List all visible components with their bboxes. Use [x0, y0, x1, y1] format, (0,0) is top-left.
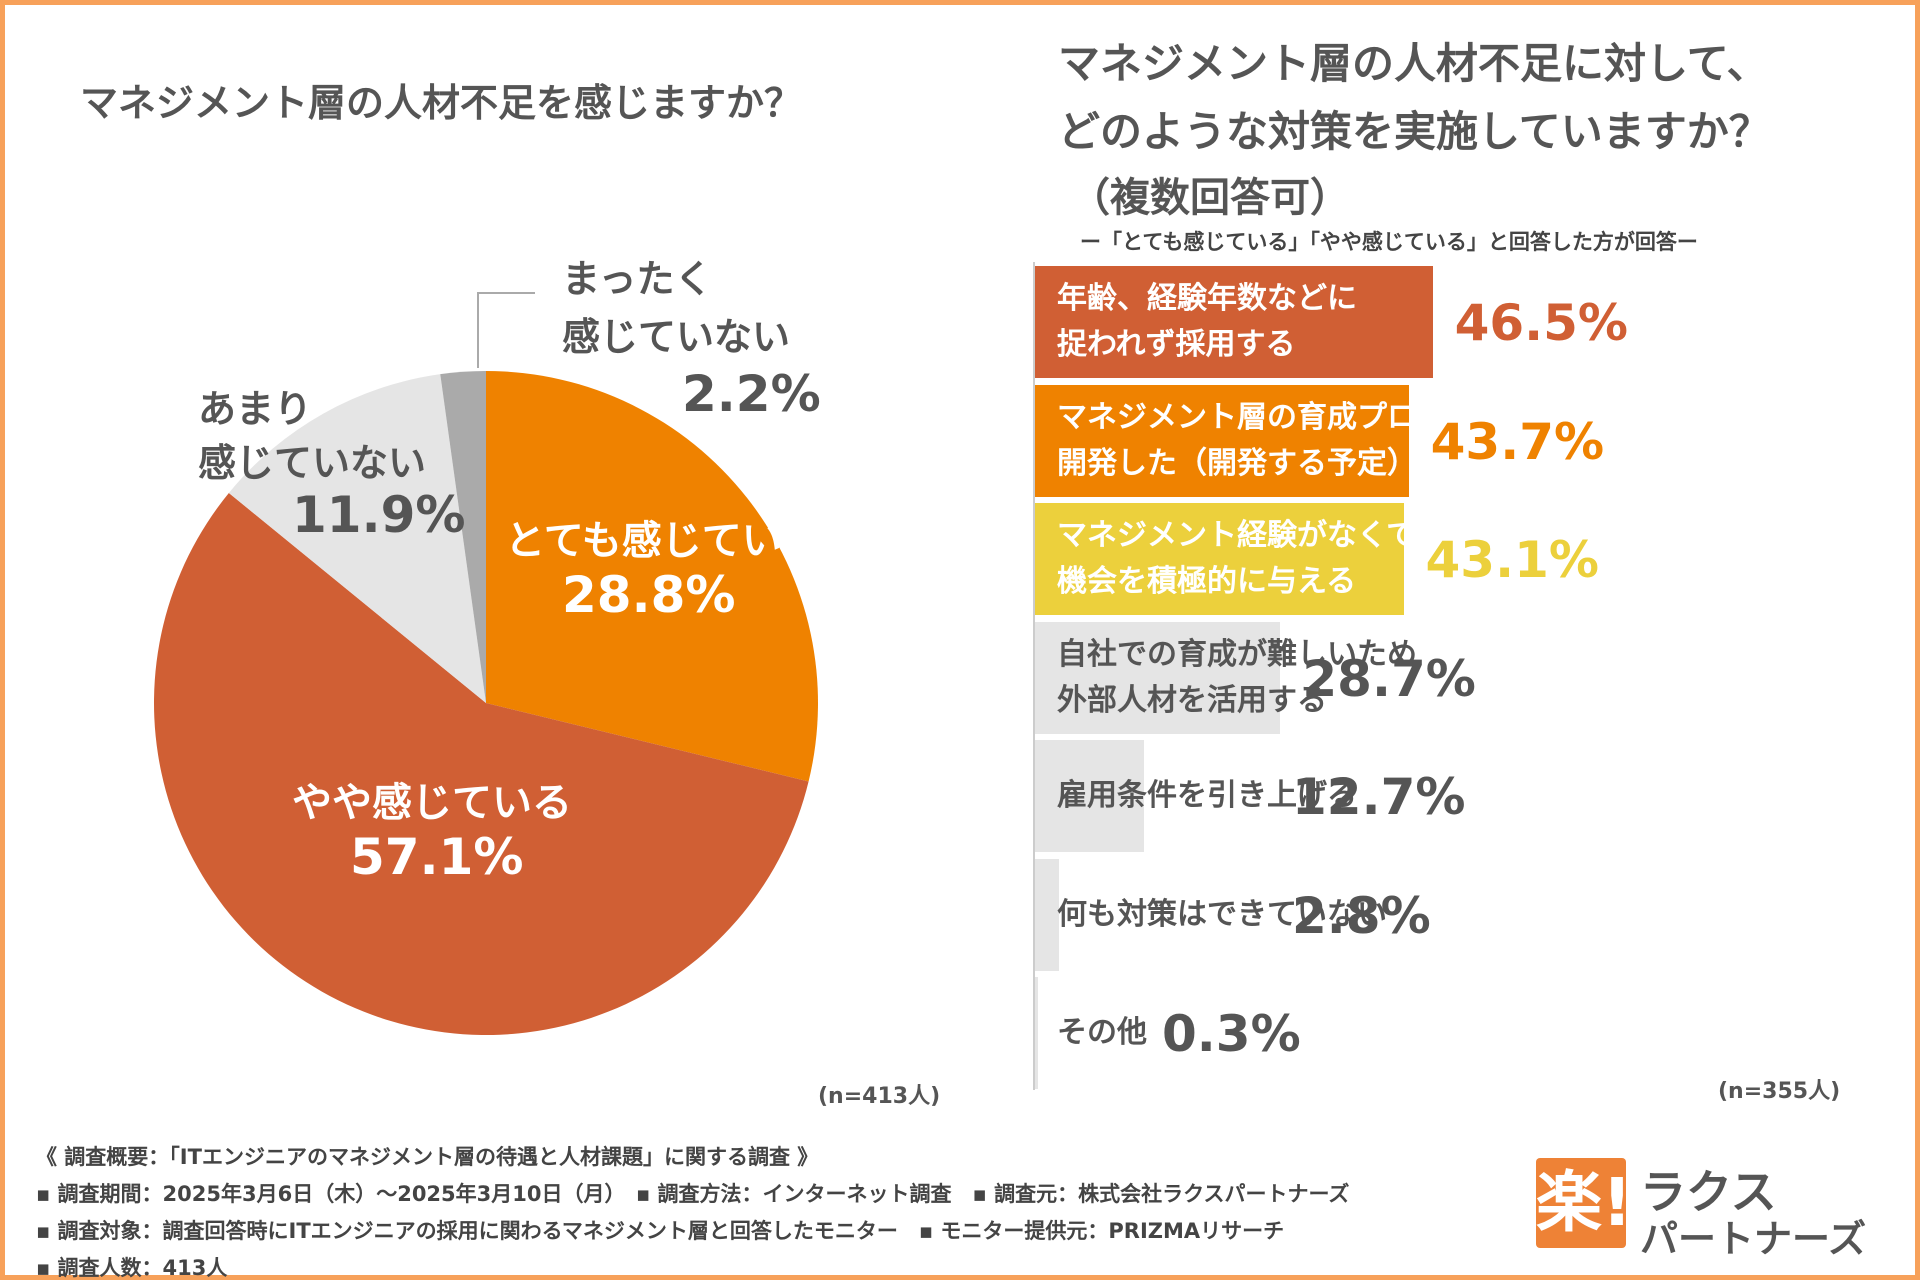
bar-axis: [1033, 262, 1035, 1090]
pie-value-not-at-all: 2.2%: [682, 365, 821, 423]
bar-2: [1035, 384, 1409, 497]
footer-survey-period: ▪ 調査期間：2025年3月6日（木）〜2025年3月10日（月） ▪ 調査方法…: [36, 1182, 1350, 1206]
bar-title-line2: どのような対策を実施していますか？: [1058, 107, 1771, 156]
bar-label-6: 何も対策はできていない: [1057, 896, 1387, 932]
bar-sample-size: (n=355人): [1718, 1079, 1841, 1104]
pie-label-not-at-all-1: まったく: [562, 257, 713, 301]
bar-subtitle: ー「とても感じている」「やや感じている」と回答した方が回答ー: [1080, 230, 1698, 254]
pie-sample-size: (n=413人): [818, 1084, 941, 1109]
bar-6: [1035, 858, 1059, 971]
footer-survey-count: ▪ 調査人数：413人: [36, 1256, 228, 1280]
pie-label-not-at-all-2: 感じていない: [562, 315, 791, 359]
bar-label-4: 自社での育成が難しいため 外部人材を活用する: [1057, 636, 1417, 718]
pie-value-somewhat: 57.1%: [350, 828, 524, 886]
bar-label-5: 雇用条件を引き上げる: [1057, 778, 1357, 813]
pie-value-not-much: 11.9%: [292, 486, 466, 544]
pie-slice-not-much: [228, 374, 487, 703]
logo-mark: 楽!: [1536, 1158, 1632, 1248]
bar-value-3: 43.1%: [1425, 531, 1599, 589]
pie-leader-line: [477, 292, 535, 368]
bar-title-line1: マネジメント層の人材不足に対して、: [1058, 39, 1769, 88]
bar-5: [1035, 740, 1144, 852]
pie-slice-very: [486, 371, 818, 782]
bar-value-5: 12.7%: [1292, 768, 1466, 826]
pie-value-very: 28.8%: [562, 566, 736, 624]
bar-title-line3: （複数回答可）: [1070, 175, 1350, 221]
bar-value-7: 0.3%: [1162, 1005, 1301, 1063]
pie-label-somewhat: やや感じている: [292, 780, 572, 826]
bar-value-1: 46.5%: [1454, 294, 1629, 352]
bar-label-7: その他: [1057, 1015, 1147, 1050]
pie-title: マネジメント層の人材不足を感じますか？: [80, 81, 803, 125]
pie-label-not-much-2: 感じていない: [198, 441, 427, 485]
bar-label-2: マネジメント層の育成プログラムを 開発した（開発する予定）: [1057, 399, 1537, 481]
pie-label-very: とても感じている: [505, 518, 822, 564]
bar-value-2: 43.7%: [1430, 412, 1605, 471]
pie-label-not-much-1: あまり: [198, 387, 313, 431]
bar-label-1: 年齢、経験年数などに 捉われず採用する: [1057, 281, 1357, 362]
pie-slice-not-at-all: [440, 371, 486, 703]
bar-label-3: マネジメント経験がなくても、 機会を積極的に与える: [1057, 518, 1474, 599]
footer-survey-title: 《 調査概要：「ITエンジニアのマネジメント層の待遇と人材課題」に関する調査 》: [36, 1145, 819, 1169]
bar-4: [1035, 621, 1281, 734]
bar-1: [1035, 266, 1433, 378]
logo-name-line1: ラクス: [1640, 1165, 1777, 1219]
bar-7: [1035, 977, 1038, 1089]
footer-survey-target: ▪ 調査対象：調査回答時にITエンジニアの採用に関わるマネジメント層と回答したモ…: [36, 1219, 1285, 1243]
bar-value-6: 2.8%: [1292, 886, 1431, 945]
pie-slice-somewhat: [153, 492, 809, 1035]
bar-value-4: 28.7%: [1302, 649, 1476, 708]
logo-name-line2: パートナーズ: [1640, 1217, 1867, 1261]
bar-3: [1035, 503, 1404, 615]
